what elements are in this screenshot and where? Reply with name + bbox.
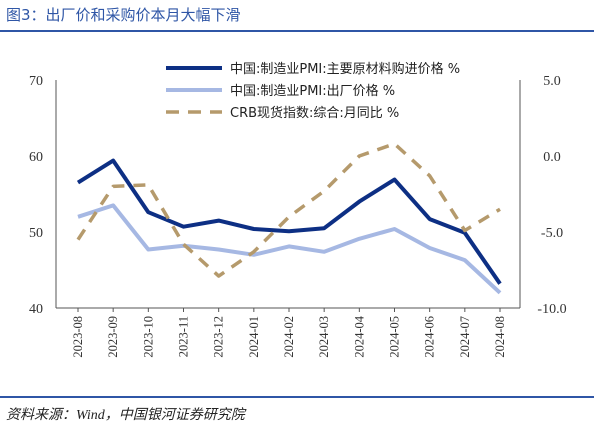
y-left-tick-label: 40 [29,302,43,317]
series-line-1 [76,158,502,285]
y-left-tick-label: 70 [29,74,43,89]
x-tick-label: 2024-04 [352,315,366,357]
y-right-tick-label: 5.0 [543,74,561,89]
series-line-2 [77,203,502,295]
legend-label-2: 中国:制造业PMI:出厂价格 % [230,83,395,99]
x-tick-label: 2023-09 [106,316,120,358]
x-tick-label: 2024-05 [388,316,402,358]
x-tick-label: 2023-08 [71,316,85,358]
legend-label-3: CRB现货指数:综合:月同比 % [230,105,399,121]
series-line-3 [76,142,501,278]
y-left-tick-label: 60 [29,150,43,165]
x-tick-label: 2023-11 [177,316,191,357]
title-divider [0,30,594,32]
source-note: 资料来源：Wind，中国银河证券研究院 [6,408,245,423]
y-right-tick-label: 0.0 [543,150,561,165]
x-tick-label: 2024-03 [317,316,331,358]
x-tick-label: 2023-10 [141,316,155,358]
y-left-tick-label: 50 [29,226,43,241]
x-tick-label: 2023-12 [212,316,226,358]
chart-title: 图3：出厂价和采购价本月大幅下滑 [6,6,241,24]
footer-divider [0,396,594,398]
x-tick-label: 2024-01 [247,316,261,358]
x-tick-label: 2024-02 [282,316,296,358]
y-right-tick-label: -5.0 [541,226,563,241]
legend-label-1: 中国:制造业PMI:主要原材料购进价格 % [230,61,460,77]
line-chart: 70 60 50 40 5.0 0.0 -5.0 -10.0 2023-08 2023-09 202… [29,61,567,358]
x-tick-label: 2024-07 [458,316,472,358]
x-tick-label: 2024-08 [493,316,507,358]
y-right-tick-label: -10.0 [537,302,566,317]
x-tick-label: 2024-06 [423,316,437,358]
